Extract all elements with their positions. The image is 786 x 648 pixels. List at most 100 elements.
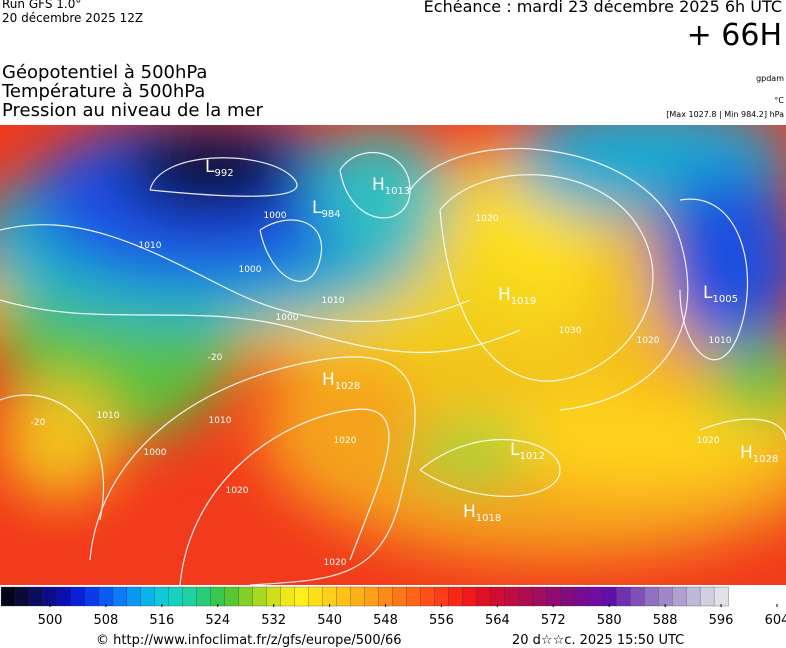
footer-url: © http://www.infoclimat.fr/z/gfs/europe/… [96, 633, 402, 648]
center-value: 1028 [335, 381, 360, 392]
colorbar-tick-label: 572 [541, 613, 566, 628]
center-letter: L [703, 283, 713, 303]
pressure-center: L1005 [703, 283, 738, 305]
colorbar-swatch [0, 586, 16, 607]
legend-line: Pression au niveau de la mer [2, 100, 263, 121]
unit: °C [774, 96, 784, 105]
isobar-label: 1010 [97, 411, 120, 421]
colorbar-swatch [168, 586, 184, 607]
colorbar-swatch [364, 586, 380, 607]
pressure-center: H1028 [322, 370, 360, 392]
colorbar-swatch [392, 586, 408, 607]
isobar-label: 1020 [697, 436, 720, 446]
colorbar-swatch [616, 586, 631, 607]
colorbar-swatch [294, 586, 310, 607]
colorbar-swatch [182, 586, 198, 607]
colorbar-tick-label: 580 [597, 613, 622, 628]
run-date: 20 décembre 2025 12Z [2, 11, 144, 25]
colorbar-swatch [210, 586, 226, 607]
pressure-center: H1019 [498, 285, 536, 307]
colorbar-tick-label: 500 [38, 613, 63, 628]
isobar-label: 1000 [276, 313, 299, 323]
isobar-label: 1020 [226, 486, 249, 496]
colorbar-swatch [560, 586, 575, 607]
colorbar-swatch [476, 586, 492, 607]
isobar-label: 1010 [322, 296, 345, 306]
isobar-label: 1020 [324, 558, 347, 568]
colorbar-swatch [70, 586, 86, 607]
colorbar-tick-label: 516 [149, 613, 174, 628]
colorbar-swatch [644, 586, 659, 607]
colorbar-swatch [154, 586, 170, 607]
colorbar-swatch [574, 586, 589, 607]
isobar-label: -20 [208, 353, 223, 363]
colorbar-tick-label: 508 [93, 613, 118, 628]
colorbar-tick-label: 588 [653, 613, 678, 628]
center-value: 984 [321, 209, 340, 220]
pressure-center: H1028 [740, 443, 778, 465]
colorbar-swatch [588, 586, 603, 607]
center-value: 1013 [385, 186, 410, 197]
colorbar-swatch [112, 586, 128, 607]
center-value: 1005 [712, 294, 737, 305]
unit: gpdam [756, 74, 784, 83]
colorbar-swatch [350, 586, 366, 607]
legend-line: Géopotentiel à 500hPa [2, 62, 208, 83]
colorbar-swatch [504, 586, 519, 607]
isobar-label: 1020 [637, 336, 660, 346]
isobar-label: 1020 [334, 436, 357, 446]
center-value: 1018 [476, 513, 501, 524]
center-letter: L [312, 198, 322, 218]
isobar-label: 1000 [239, 265, 262, 275]
colorbar-swatch [98, 586, 114, 607]
colorbar-swatch [322, 586, 338, 607]
colorbar-tick-label: 524 [205, 613, 230, 628]
colorbar-tick-label: 596 [709, 613, 734, 628]
isobar-label: 1010 [139, 241, 162, 251]
colorbar-swatch [546, 586, 561, 607]
colorbar-tick-label: 556 [429, 613, 454, 628]
colorbar-swatch [420, 586, 436, 607]
colorbar-swatch [336, 586, 352, 607]
isobar-label: 1000 [144, 448, 167, 458]
colorbar-swatch [266, 586, 282, 607]
colorbar-swatch [28, 586, 44, 607]
isobar-label: 1010 [209, 416, 232, 426]
isobar-label: 1000 [264, 211, 287, 221]
pressure-center: L984 [312, 198, 341, 220]
isobar-label: -20 [31, 418, 46, 428]
center-letter: H [740, 443, 753, 463]
center-letter: L [205, 157, 215, 177]
colorbar-tick-label: 532 [261, 613, 286, 628]
colorbar-swatch [140, 586, 156, 607]
center-letter: H [372, 175, 385, 195]
center-letter: L [510, 440, 520, 460]
center-letter: H [322, 370, 335, 390]
colorbar-swatch [699, 586, 715, 607]
colorbar-swatch [462, 586, 478, 607]
colorbar-swatch [713, 586, 729, 607]
isobar-label: 1020 [476, 214, 499, 224]
colorbar-swatch [518, 586, 533, 607]
colorbar-tick-label: 548 [373, 613, 398, 628]
colorbar-swatch [308, 586, 324, 607]
colorbar-swatch [434, 586, 450, 607]
unit: [Max 1027.8 | Min 984.2] hPa [666, 110, 784, 119]
colorbar-swatch [280, 586, 296, 607]
colorbar-swatch [56, 586, 72, 607]
center-value: 1019 [511, 296, 536, 307]
isobar-label: 1010 [709, 336, 732, 346]
colorbar-swatch [14, 586, 30, 607]
center-value: 1012 [519, 451, 544, 462]
colorbar-swatch [252, 586, 268, 607]
center-value: 1028 [753, 454, 778, 465]
pressure-center: H1018 [463, 502, 501, 524]
center-letter: H [498, 285, 511, 305]
colorbar-swatch [126, 586, 142, 607]
center-value: 992 [214, 168, 233, 179]
center-letter: H [463, 502, 476, 522]
colorbar-swatch [671, 586, 687, 607]
colorbar-swatch [658, 586, 673, 607]
